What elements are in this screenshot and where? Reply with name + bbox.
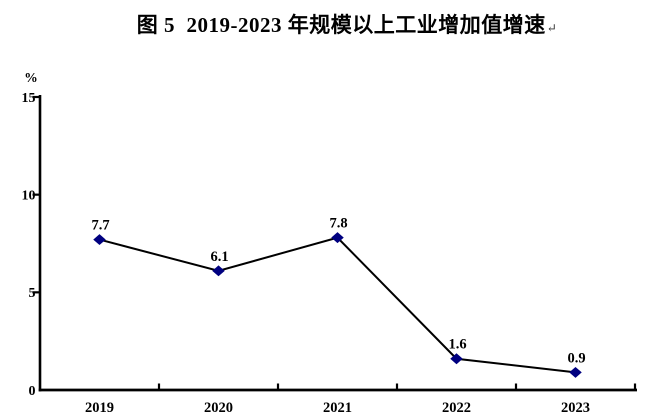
x-axis-category-label: 2019 (85, 400, 114, 416)
data-point-marker (331, 232, 344, 244)
x-axis-category-label: 2022 (442, 400, 471, 416)
x-axis-category-label: 2021 (323, 400, 352, 416)
data-point-label: 7.8 (329, 216, 347, 232)
data-point-label: 0.9 (567, 350, 585, 366)
y-axis-tick-label: 15 (22, 91, 36, 106)
x-axis-category-label: 2023 (561, 400, 590, 416)
y-axis-tick-label: 0 (29, 384, 36, 399)
data-point-marker (212, 265, 225, 277)
data-point-marker (569, 366, 582, 378)
data-point-label: 1.6 (448, 337, 466, 353)
y-axis-tick-label: 10 (22, 189, 36, 204)
x-axis-category-label: 2020 (204, 400, 233, 416)
data-line (99, 236, 576, 374)
y-axis-unit-label: % (24, 70, 38, 85)
data-point-marker (93, 234, 106, 246)
chart-title: 图 5 2019-2023 年规模以上工业增加值增速↵ (0, 9, 652, 39)
data-point-label: 7.7 (91, 218, 109, 234)
chart-title-text: 图 5 2019-2023 年规模以上工业增加值增速 (136, 13, 546, 37)
data-point-label: 6.1 (210, 249, 228, 265)
data-point-marker (450, 353, 463, 365)
paragraph-return-mark: ↵ (546, 21, 558, 35)
y-axis-tick-label: 5 (29, 286, 36, 301)
